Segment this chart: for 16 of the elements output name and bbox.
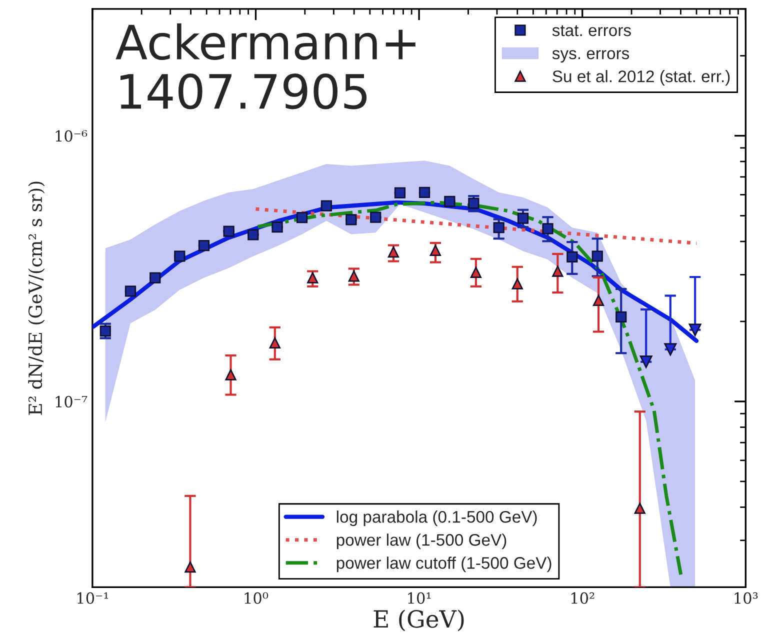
y-axis-title: E² dN/dE (GeV/(cm² s sr)) bbox=[28, 182, 45, 415]
x-tick-label: 10⁻¹ bbox=[77, 592, 108, 604]
y-tick-label: 10⁻⁶ bbox=[56, 130, 88, 142]
legend-label: power law (1-500 GeV) bbox=[336, 534, 506, 550]
x-tick-label: 10³ bbox=[734, 592, 758, 604]
legend-label: sys. errors bbox=[552, 50, 630, 63]
annotation: Ackermann+ 1407.7905 bbox=[116, 23, 416, 110]
legend-label: log parabola (0.1-500 GeV) bbox=[336, 510, 537, 526]
legend-label: power law cutoff (1-500 GeV) bbox=[336, 556, 552, 572]
x-tick-label: 10¹ bbox=[408, 592, 431, 604]
x-tick-label: 10² bbox=[571, 592, 594, 604]
x-tick-label: 10⁰ bbox=[244, 592, 268, 604]
legend-label: Su et al. 2012 (stat. err.) bbox=[552, 70, 730, 86]
y-tick-label: 10⁻⁷ bbox=[56, 396, 88, 408]
x-axis-title: E (GeV) bbox=[374, 610, 464, 632]
legend-label: stat. errors bbox=[552, 25, 631, 36]
